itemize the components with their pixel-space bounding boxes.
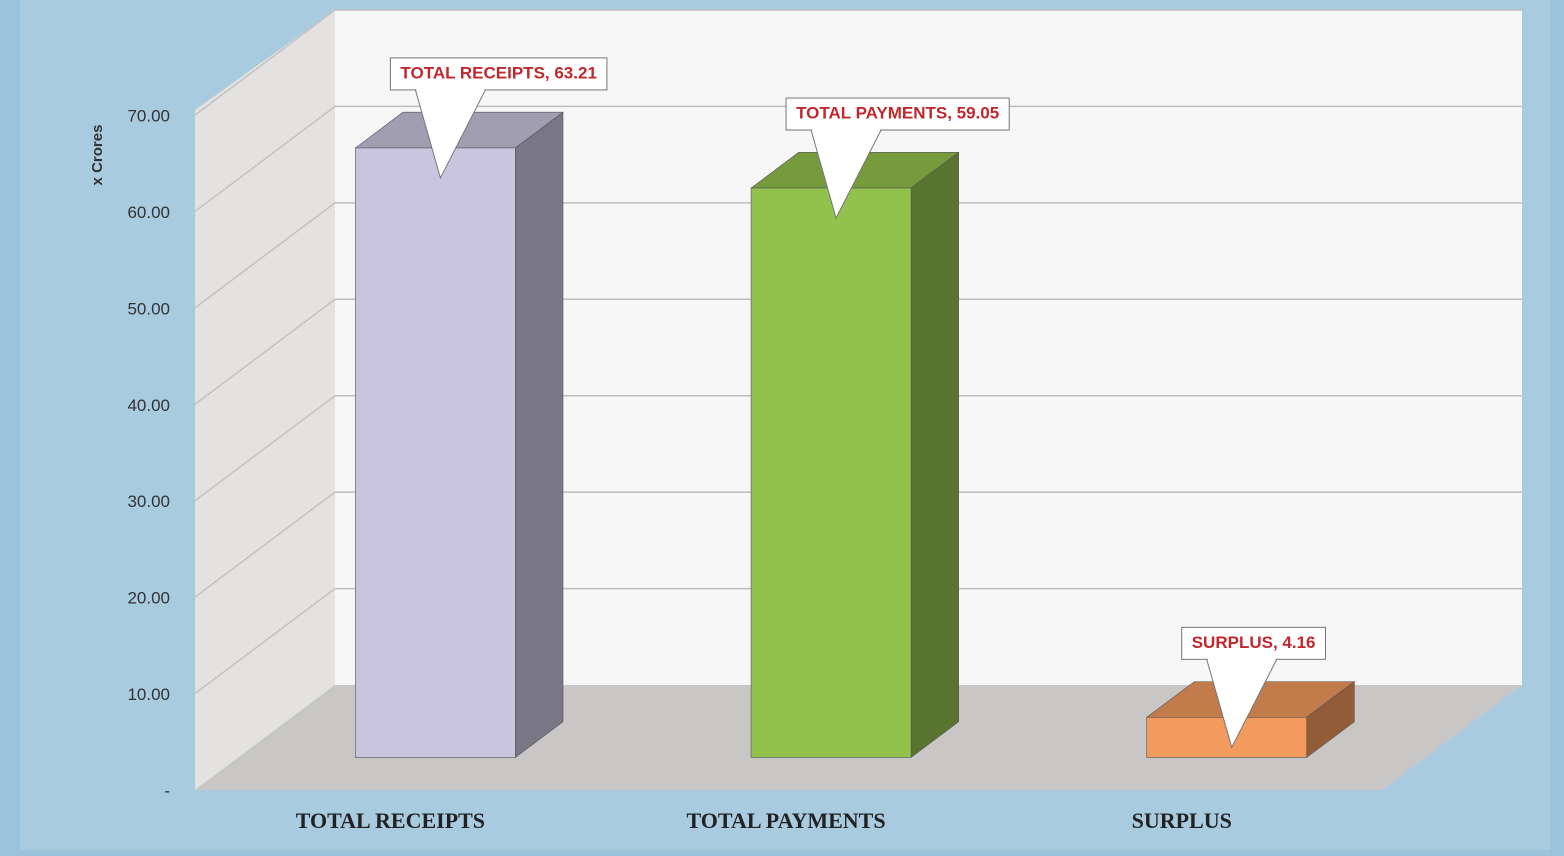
data-label-callout: TOTAL PAYMENTS, 59.05 xyxy=(785,97,1010,220)
data-label: SURPLUS, 4.16 xyxy=(1192,633,1316,652)
y-axis-title: x Crores xyxy=(89,125,106,186)
y-tick-label: 60.00 xyxy=(127,203,170,222)
data-label-callout: SURPLUS, 4.16 xyxy=(1181,626,1326,749)
y-tick-label: - xyxy=(164,781,170,800)
grid-line xyxy=(194,9,336,116)
callout-box xyxy=(389,57,608,91)
data-label: TOTAL RECEIPTS, 63.21 xyxy=(400,63,597,82)
side-wall xyxy=(195,10,335,790)
data-label-callout: TOTAL RECEIPTS, 63.21 xyxy=(389,57,608,180)
grid-line xyxy=(194,105,336,213)
bar xyxy=(1146,717,1308,758)
callout-box xyxy=(785,97,1010,131)
grid-line xyxy=(194,202,336,309)
bar xyxy=(750,187,912,758)
y-tick-label: 30.00 xyxy=(127,492,170,511)
bar xyxy=(355,147,516,758)
y-tick-label: 10.00 xyxy=(127,685,170,704)
bar-side xyxy=(910,151,959,759)
x-tick-label: SURPLUS xyxy=(1132,808,1232,833)
grid-line xyxy=(194,587,336,695)
y-tick-label: 20.00 xyxy=(127,589,170,608)
callout-box xyxy=(1181,626,1326,660)
grid-line xyxy=(194,395,336,502)
grid-line xyxy=(194,491,336,598)
y-tick-label: 70.00 xyxy=(127,106,170,125)
y-tick-label: 50.00 xyxy=(127,299,170,318)
bar-side xyxy=(515,111,564,759)
grid-line xyxy=(194,298,336,405)
y-tick-label: 40.00 xyxy=(127,396,170,415)
data-label: TOTAL PAYMENTS, 59.05 xyxy=(796,104,999,123)
x-tick-label: TOTAL PAYMENTS xyxy=(687,808,886,833)
x-tick-label: TOTAL RECEIPTS xyxy=(296,808,485,833)
